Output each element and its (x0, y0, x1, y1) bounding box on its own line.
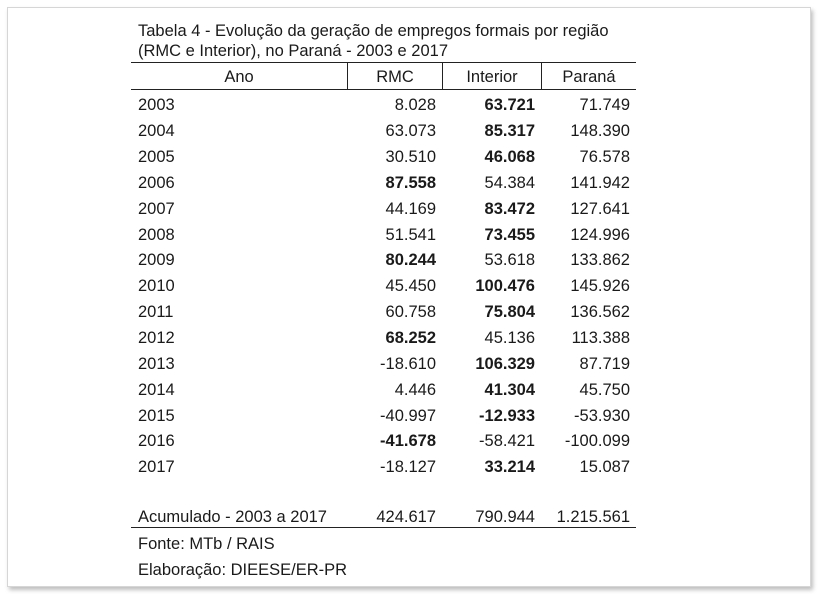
source-note: Fonte: MTb / RAIS (138, 535, 275, 553)
cell-parana: 127.641 (570, 199, 630, 218)
cell-interior: 54.384 (484, 173, 535, 192)
cell-parana: 145.926 (570, 277, 630, 296)
cell-parana: 124.996 (570, 225, 630, 244)
table-row: 2011 60.758 75.804 136.562 (131, 300, 636, 326)
credits-note: Elaboração: DIEESE/ER-PR (138, 561, 348, 579)
cell-interior: 83.472 (484, 199, 535, 218)
cell-interior: 73.455 (484, 225, 535, 244)
cell-ano: 2007 (138, 199, 175, 218)
cell-interior: 53.618 (484, 251, 535, 270)
cell-ano: 2006 (138, 173, 175, 192)
cell-parana: 141.942 (570, 173, 630, 192)
total-rmc: 424.617 (376, 508, 436, 526)
cell-rmc: 45.450 (385, 277, 436, 296)
cell-rmc: 63.073 (385, 122, 436, 141)
table-row: 2007 44.169 83.472 127.641 (131, 196, 636, 222)
table-header: Ano RMC Interior Paraná (131, 63, 636, 90)
cell-interior: 46.068 (484, 148, 535, 167)
cell-ano: 2013 (138, 354, 175, 373)
table-row: 2006 87.558 54.384 141.942 (131, 171, 636, 197)
cell-parana: 87.719 (579, 354, 630, 373)
cell-interior: 75.804 (484, 303, 535, 322)
table-title: Tabela 4 - Evolução da geração de empreg… (138, 21, 609, 61)
cell-parana: 148.390 (570, 122, 630, 141)
cell-parana: 71.749 (579, 96, 630, 115)
table-row: 2003 8.028 63.721 71.749 (131, 93, 636, 119)
cell-rmc: -41.678 (380, 432, 436, 451)
table-row: 2008 51.541 73.455 124.996 (131, 222, 636, 248)
cell-interior: 41.304 (484, 380, 535, 399)
cell-interior: 100.476 (475, 277, 535, 296)
header-interior: Interior (442, 63, 541, 89)
cell-rmc: -18.610 (380, 354, 436, 373)
cell-rmc: 68.252 (385, 329, 436, 348)
cell-parana: 15.087 (579, 458, 630, 477)
total-parana: 1.215.561 (556, 508, 630, 526)
header-parana: Paraná (541, 63, 636, 89)
cell-rmc: 44.169 (385, 199, 436, 218)
cell-rmc: 51.541 (385, 225, 436, 244)
cell-rmc: 87.558 (385, 173, 436, 192)
cell-interior: 45.136 (484, 329, 535, 348)
table-row: 2010 45.450 100.476 145.926 (131, 274, 636, 300)
cell-interior: 85.317 (484, 122, 535, 141)
table-row: 2012 68.252 45.136 113.388 (131, 326, 636, 352)
cell-interior: 63.721 (484, 96, 535, 115)
employment-table: Ano RMC Interior Paraná 2003 8.028 63.721 7… (131, 62, 636, 528)
cell-rmc: 80.244 (385, 251, 436, 270)
table-body: 2003 8.028 63.721 71.749 2004 63.073 85.317 148… (131, 90, 636, 481)
table-row: 2013 -18.610 106.329 87.719 (131, 351, 636, 377)
cell-interior: -58.421 (479, 432, 535, 451)
cell-parana: 76.578 (579, 148, 630, 167)
table-row: 2014 4.446 41.304 45.750 (131, 377, 636, 403)
total-row: Acumulado - 2003 a 2017 424.617 790.944 … (131, 503, 636, 528)
cell-ano: 2015 (138, 406, 175, 425)
cell-rmc: -18.127 (380, 458, 436, 477)
table-row: 2016 -41.678 -58.421 -100.099 (131, 429, 636, 455)
cell-interior: 33.214 (484, 458, 535, 477)
cell-ano: 2014 (138, 380, 175, 399)
cell-ano: 2004 (138, 122, 175, 141)
total-label: Acumulado - 2003 a 2017 (138, 508, 327, 526)
header-ano: Ano (224, 68, 254, 86)
cell-ano: 2008 (138, 225, 175, 244)
cell-ano: 2011 (138, 303, 174, 322)
cell-rmc: 30.510 (385, 148, 436, 167)
cell-parana: 45.750 (579, 380, 630, 399)
cell-ano: 2005 (138, 148, 175, 167)
cell-interior: 106.329 (475, 354, 535, 373)
cell-ano: 2017 (138, 458, 175, 477)
cell-ano: 2009 (138, 251, 175, 270)
cell-rmc: 60.758 (385, 303, 436, 322)
cell-parana: 136.562 (570, 303, 630, 322)
cell-rmc: 8.028 (394, 96, 436, 115)
document-frame (7, 7, 811, 587)
table-title-line2: (RMC e Interior), no Paraná - 2003 e 201… (138, 42, 448, 60)
header-rmc: RMC (347, 63, 442, 89)
cell-ano: 2012 (138, 329, 175, 348)
cell-ano: 2003 (138, 96, 175, 115)
table-row: 2009 80.244 53.618 133.862 (131, 248, 636, 274)
table-row: 2017 -18.127 33.214 15.087 (131, 455, 636, 481)
table-title-line1: Tabela 4 - Evolução da geração de empreg… (138, 22, 609, 40)
cell-ano: 2016 (138, 432, 175, 451)
table-row: 2015 -40.997 -12.933 -53.930 (131, 403, 636, 429)
cell-rmc: -40.997 (380, 406, 436, 425)
total-interior: 790.944 (475, 508, 535, 526)
table-row: 2005 30.510 46.068 76.578 (131, 145, 636, 171)
cell-ano: 2010 (138, 277, 175, 296)
cell-parana: 133.862 (570, 251, 630, 270)
cell-rmc: 4.446 (394, 380, 436, 399)
cell-parana: -53.930 (574, 406, 630, 425)
table-row: 2004 63.073 85.317 148.390 (131, 119, 636, 145)
cell-parana: 113.388 (571, 329, 630, 348)
cell-parana: -100.099 (564, 432, 630, 451)
cell-interior: -12.933 (479, 406, 535, 425)
